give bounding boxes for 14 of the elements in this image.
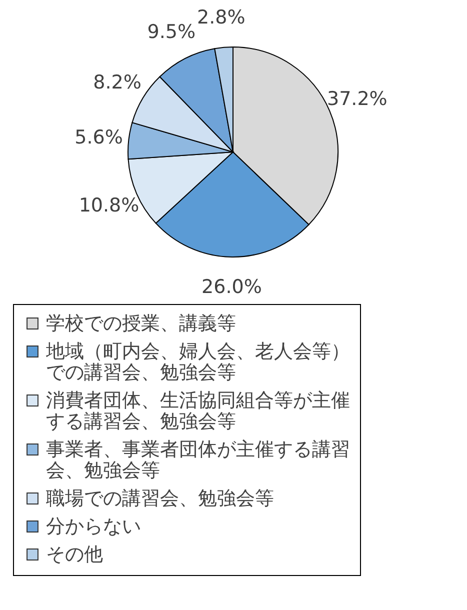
data-label: 2.8% bbox=[197, 6, 246, 29]
legend-label: 地域（町内会、婦人会、老人会等）での講習会、勉強会等 bbox=[45, 340, 350, 384]
data-label: 5.6% bbox=[74, 126, 123, 148]
data-label: 8.2% bbox=[93, 71, 142, 94]
legend-label: 消費者団体、生活協同組合等が主催する講習会、勉強会等 bbox=[46, 390, 350, 432]
legend-label: 事業者、事業者団体が主催する講習会、勉強会等 bbox=[46, 438, 350, 482]
legend-label: 職場での講習会、勉強会等 bbox=[46, 488, 274, 510]
data-label: 37.2% bbox=[326, 88, 388, 110]
legend-label: 分からない bbox=[46, 516, 141, 538]
legend-label: その他 bbox=[46, 544, 103, 566]
data-label: 10.8% bbox=[78, 194, 140, 216]
data-label: 9.5% bbox=[147, 20, 196, 43]
data-label: 26.0% bbox=[202, 276, 262, 298]
legend-label: 学校での授業、講義等 bbox=[46, 312, 236, 334]
